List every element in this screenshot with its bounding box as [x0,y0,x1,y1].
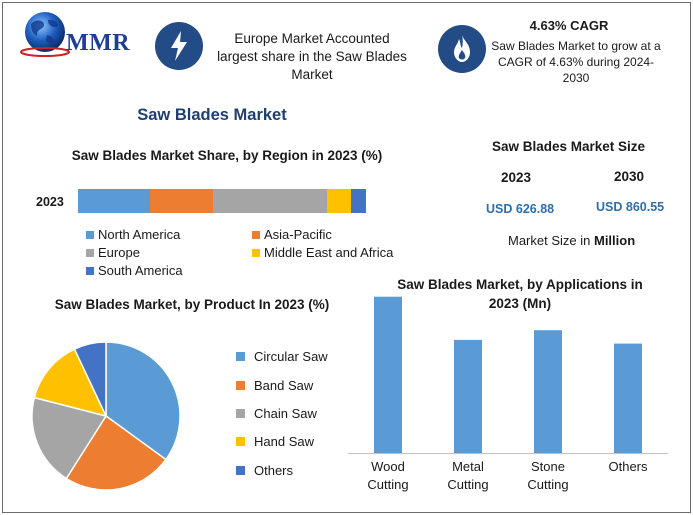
x-tick-label: Cutting [367,477,408,492]
legend-label: Asia-Pacific [264,227,332,242]
pie-slice-band-saw [65,414,167,491]
market-size-year-2: 2030 [614,169,645,184]
legend-swatch [236,466,245,475]
market-size-note-unit: Million [593,233,636,248]
region-bar-segment-north-america [78,189,150,213]
x-tick-label: Metal [452,459,484,474]
market-size-note-prefix: Market Size in [508,233,594,248]
legend-label: Hand Saw [254,434,314,449]
legend-asia-pacific: Asia-Pacific [252,227,332,242]
legend-swatch [86,248,94,257]
legend-swatch [252,248,260,257]
page-title: Saw Blades Market [137,106,287,124]
region-stacked-bar-chart [78,189,366,213]
legend-swatch [86,230,94,239]
legend-north-america: North America [86,227,180,242]
globe-logo-icon [20,12,70,57]
company-logo-text: MMR [66,30,131,56]
flame-icon [454,35,470,62]
highlight-badge-2 [438,25,486,73]
legend-swatch [236,437,245,446]
highlight-badge-1 [155,22,203,70]
legend-label: Chain Saw [254,406,317,421]
legend-others: Others [236,463,293,478]
pie-slice-circular-saw [105,341,181,461]
legend-swatch [86,266,94,275]
legend-label: Others [254,463,294,478]
applications-chart-title: Saw Blades Market, by Applications in 20… [397,277,643,311]
legend-label: Middle East and Africa [264,245,394,260]
x-tick-label: Stone [531,459,565,474]
applications-bar-chart: Wood Cutting Metal Cutting Stone Cutting Other… [348,296,668,492]
region-bar-segment-asia-pacific [150,189,213,213]
app-bar-metal-cutting [454,339,482,453]
legend-hand-saw: Hand Saw [236,434,314,449]
x-tick-label: Cutting [527,477,568,492]
product-pie-chart [31,341,181,491]
pie-slice-hand-saw [33,348,108,418]
legend-chain-saw: Chain Saw [236,406,317,421]
x-tick-label: Wood [371,459,405,474]
pie-slice-chain-saw [31,396,108,480]
region-chart-title: Saw Blades Market Share, by Region in 20… [71,148,383,163]
region-chart-category-label: 2023 [36,195,64,209]
market-size-title: Saw Blades Market Size [492,139,646,154]
legend-swatch [236,409,245,418]
region-bar-segment-europe [213,189,327,213]
x-tick-label: Others [608,459,648,474]
legend-circular-saw: Circular Saw [236,349,328,364]
legend-label: South America [98,263,183,278]
app-bar-stone-cutting [534,330,562,453]
legend-swatch [252,230,260,239]
legend-label: Circular Saw [254,349,328,364]
product-chart-title: Saw Blades Market, by Product In 2023 (%… [54,297,330,312]
legend-swatch [236,381,245,390]
legend-label: Europe [98,245,140,260]
market-size-value-2: USD 860.55 [596,200,665,214]
market-size-note: Market Size in Million [508,233,635,248]
lightning-bolt-icon [171,31,187,61]
legend-band-saw: Band Saw [236,378,313,393]
market-size-value-1: USD 626.88 [486,202,555,216]
legend-south-america: South America [86,263,183,278]
app-bar-wood-cutting [374,296,402,453]
highlight-text-1: Europe Market Accounted largest share in… [217,31,407,82]
cagr-text: Saw Blades Market to grow at a CAGR of 4… [491,39,661,85]
legend-europe: Europe [86,245,140,260]
legend-label: North America [98,227,181,242]
cagr-title: 4.63% CAGR [529,18,609,33]
legend-swatch [236,352,245,361]
app-bar-others [614,343,642,453]
x-tick-label: Cutting [447,477,488,492]
legend-mea: Middle East and Africa [252,245,393,260]
region-bar-segment-middle-east-and-africa [327,189,351,213]
legend-label: Band Saw [254,378,314,393]
region-bar-segment-south-america [351,189,366,213]
market-size-year-1: 2023 [501,170,532,185]
pie-slice-others [73,341,107,417]
